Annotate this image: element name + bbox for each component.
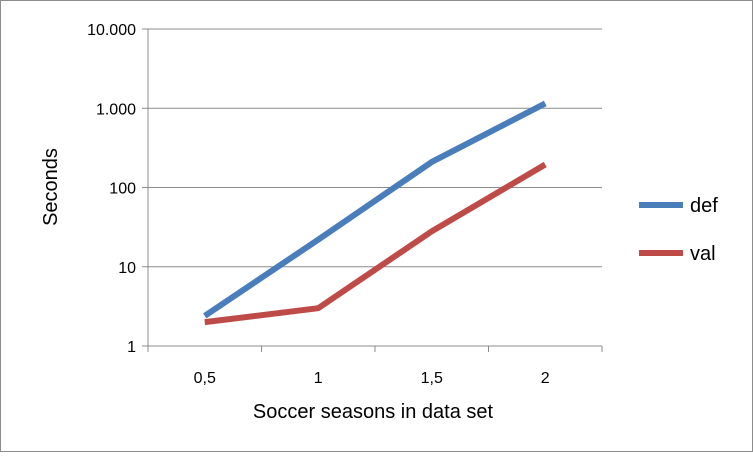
y-tick-label: 10.000 bbox=[87, 22, 136, 39]
axes: 1 10 100 1.000 10.000 0,5 1 1,5 2 bbox=[87, 22, 603, 387]
x-tick-label: 2 bbox=[541, 370, 550, 387]
y-axis-title: Seconds bbox=[40, 148, 62, 226]
x-tick-label: 1,5 bbox=[421, 370, 443, 387]
legend-label-def: def bbox=[690, 195, 718, 217]
gridlines bbox=[148, 28, 602, 268]
x-axis-title: Soccer seasons in data set bbox=[253, 401, 494, 423]
series-line-val bbox=[204, 161, 547, 326]
series-lines bbox=[203, 100, 547, 326]
legend: def val bbox=[639, 195, 718, 265]
series-line-def bbox=[203, 100, 547, 319]
x-tick-label: 1 bbox=[314, 370, 323, 387]
y-tick-label: 1 bbox=[127, 339, 136, 356]
y-tick-label: 1.000 bbox=[96, 101, 136, 118]
legend-label-val: val bbox=[690, 243, 716, 265]
x-tick-label: 0,5 bbox=[194, 370, 216, 387]
y-tick-label: 100 bbox=[109, 181, 136, 198]
y-tick-label: 10 bbox=[118, 260, 136, 277]
